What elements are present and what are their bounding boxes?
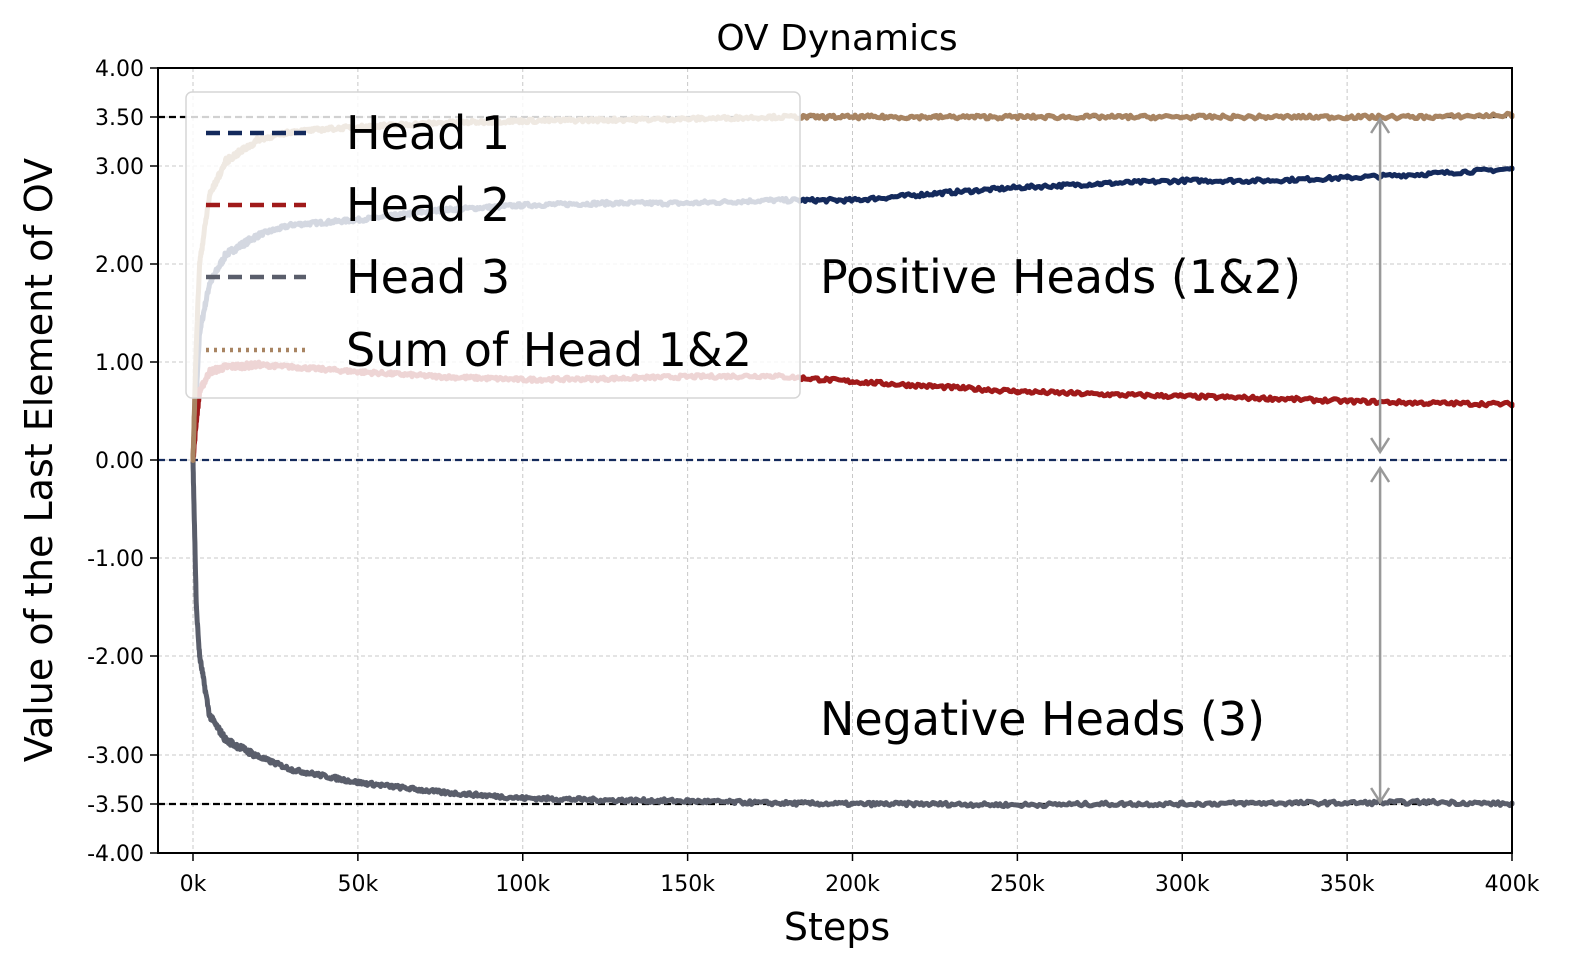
y-tick-label: 1.00 xyxy=(95,351,144,376)
data-point xyxy=(1262,395,1268,401)
annotation-positive-heads: Positive Heads (1&2) xyxy=(820,250,1301,304)
data-point xyxy=(1427,400,1433,406)
data-point xyxy=(767,800,773,806)
data-point xyxy=(932,801,938,807)
x-tick-label: 350k xyxy=(1320,872,1375,897)
legend-box xyxy=(185,91,801,399)
data-point xyxy=(1262,800,1268,806)
range-arrows xyxy=(1370,116,1391,805)
data-point xyxy=(206,712,212,718)
data-point xyxy=(1179,178,1185,184)
annotation-negative-heads: Negative Heads (3) xyxy=(820,692,1265,746)
data-point xyxy=(1262,114,1268,120)
legend-label: Head 3 xyxy=(346,250,510,304)
data-point xyxy=(1097,801,1103,807)
data-point xyxy=(932,114,938,120)
arrow-head-down xyxy=(1370,437,1391,455)
x-tick-label: 200k xyxy=(825,872,880,897)
x-tick-label: 300k xyxy=(1155,872,1210,897)
data-point xyxy=(1014,802,1020,808)
y-tick-label: -3.00 xyxy=(87,744,144,769)
data-point xyxy=(1014,388,1020,394)
x-tick-label: 150k xyxy=(660,872,715,897)
data-point xyxy=(1179,801,1185,807)
y-tick-label: -3.50 xyxy=(87,793,144,818)
y-tick-label: 2.00 xyxy=(95,253,144,278)
data-point xyxy=(1179,114,1185,120)
legend: Head 1 Head 2 Head 3 Sum of Head 1&2 xyxy=(185,91,801,399)
data-point xyxy=(850,801,855,807)
y-tick-label: 0.00 xyxy=(95,449,144,474)
data-point xyxy=(1344,114,1350,120)
x-tick-label: 0k xyxy=(180,872,207,897)
data-point xyxy=(850,197,855,203)
data-point xyxy=(1014,185,1020,191)
x-tick-label: 50k xyxy=(338,872,379,897)
data-point xyxy=(355,779,361,785)
data-point xyxy=(1179,393,1185,399)
data-point xyxy=(1427,171,1433,177)
data-point xyxy=(1427,114,1433,120)
x-tick-label: 100k xyxy=(495,872,550,897)
negative-range-arrow xyxy=(1370,465,1391,805)
x-tick-label: 400k xyxy=(1485,872,1540,897)
positive-range-arrow xyxy=(1370,116,1391,455)
y-tick-label: -2.00 xyxy=(87,645,144,670)
data-point xyxy=(289,767,295,773)
legend-label: Head 1 xyxy=(346,106,510,160)
data-point xyxy=(685,798,691,804)
series-head-3 xyxy=(190,456,1515,810)
data-point xyxy=(850,114,855,120)
data-point xyxy=(1014,114,1020,120)
data-point xyxy=(1097,181,1103,187)
data-point xyxy=(1097,114,1103,120)
data-point xyxy=(197,653,203,659)
data-point xyxy=(520,795,526,801)
y-tick-label: 4.00 xyxy=(95,57,144,82)
data-point xyxy=(1344,175,1350,181)
data-point xyxy=(932,190,938,196)
data-point xyxy=(223,737,229,743)
y-tick-label: -1.00 xyxy=(87,547,144,572)
data-point xyxy=(1097,391,1103,397)
data-point xyxy=(850,379,855,385)
arrow-head-up xyxy=(1370,465,1391,483)
data-point xyxy=(932,384,938,389)
annotations: Positive Heads (1&2) Negative Heads (3) xyxy=(820,250,1301,746)
data-point xyxy=(193,604,199,610)
data-point xyxy=(1262,178,1268,184)
data-point xyxy=(1344,800,1350,806)
data-point xyxy=(256,754,262,760)
series-line xyxy=(190,456,1515,810)
data-point xyxy=(1427,799,1433,805)
y-axis-label: Value of the Last Element of OV xyxy=(17,158,61,762)
chart-title: OV Dynamics xyxy=(716,18,957,59)
x-axis-label: Steps xyxy=(784,905,890,949)
y-tick-label: -4.00 xyxy=(87,842,144,867)
axes: 0k 50k 100k 150k 200k 250k 300k 350k 400k 4.00 3.5… xyxy=(87,57,1540,897)
data-point xyxy=(602,797,608,803)
arrow-head-up xyxy=(1370,116,1391,134)
arrow-head-down xyxy=(1370,787,1391,805)
data-point xyxy=(437,789,443,795)
x-tick-label: 250k xyxy=(990,872,1045,897)
y-tick-label: 3.50 xyxy=(95,106,144,131)
legend-label: Head 2 xyxy=(346,178,510,232)
legend-label: Sum of Head 1&2 xyxy=(346,323,752,377)
y-tick-label: 3.00 xyxy=(95,155,144,180)
data-point xyxy=(1344,398,1350,404)
data-point xyxy=(190,457,196,463)
